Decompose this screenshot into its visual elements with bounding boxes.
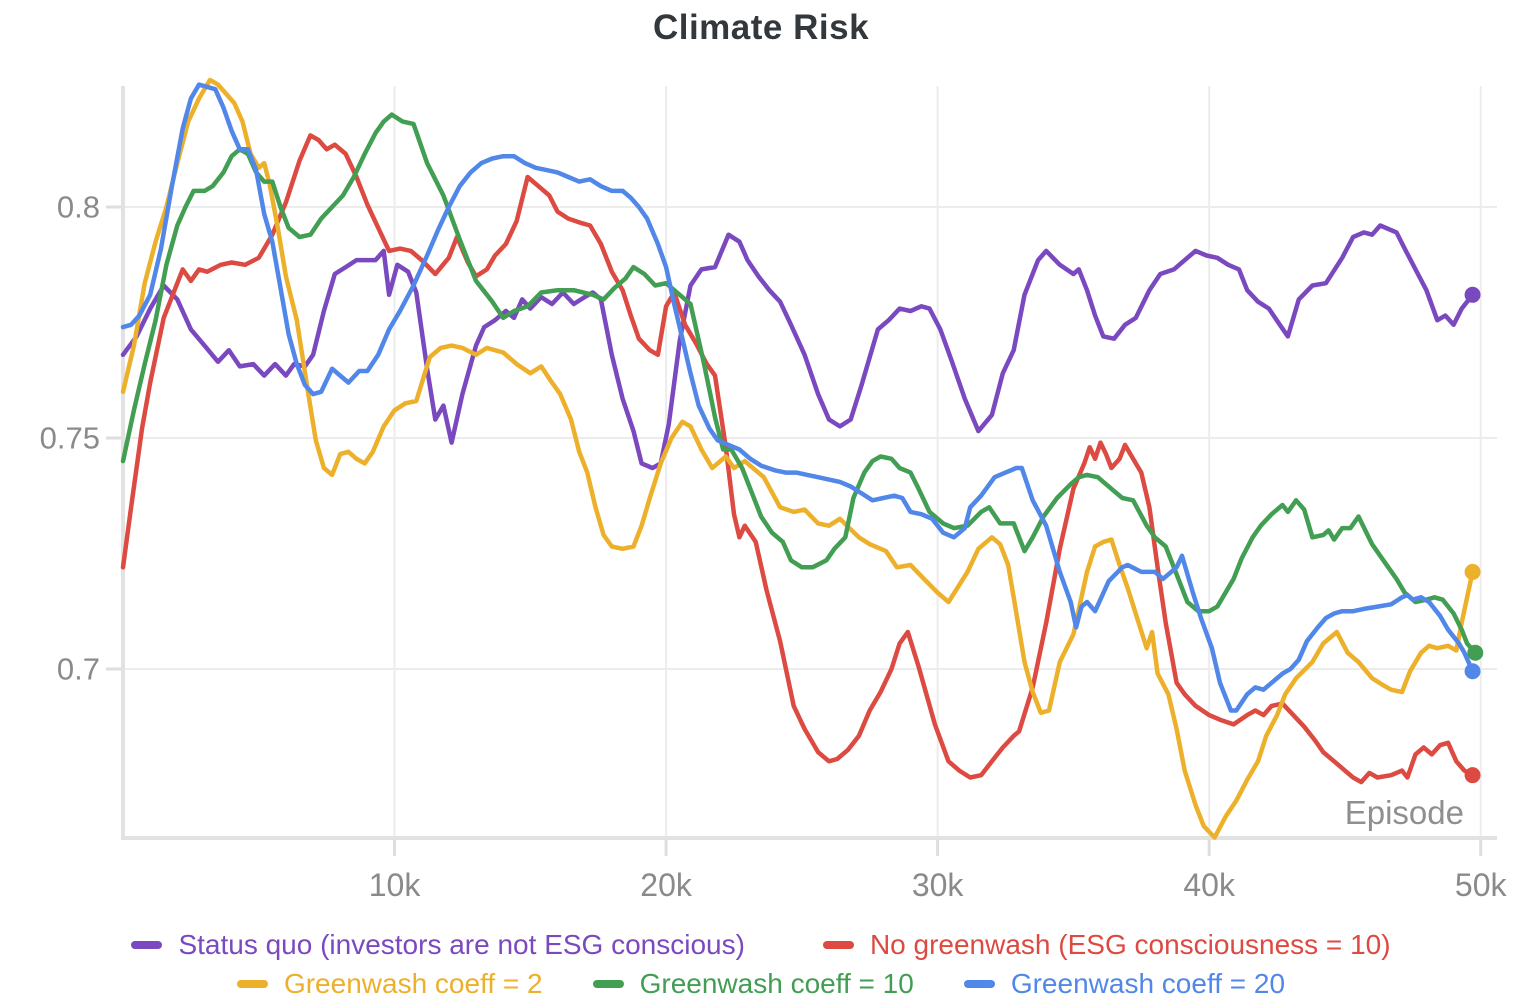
svg-text:10k: 10k — [369, 867, 422, 903]
svg-text:0.8: 0.8 — [57, 190, 100, 225]
series-endpoint-dot[interactable] — [1467, 644, 1484, 661]
legend-row-1: Status quo (investors are not ESG consci… — [0, 929, 1522, 961]
svg-text:0.75: 0.75 — [40, 421, 100, 456]
legend-item-no-greenwash[interactable]: No greenwash (ESG consciousness = 10) — [822, 929, 1391, 961]
series-endpoint-dot[interactable] — [1464, 563, 1481, 580]
legend-item-label: Greenwash coeff = 10 — [639, 968, 914, 999]
chart-canvas[interactable]: 0.8 0.75 0.7 10k 20k 30k 40k 50k Episode — [0, 0, 1522, 908]
legend-item-label: Status quo (investors are not ESG consci… — [178, 929, 745, 960]
legend-row-2: Greenwash coeff = 2 Greenwash coeff = 10… — [0, 968, 1522, 1000]
series-line[interactable] — [120, 82, 1475, 713]
series-line[interactable] — [120, 112, 1478, 656]
legend-dash-icon — [236, 980, 268, 988]
chart-legend: Status quo (investors are not ESG consci… — [0, 929, 1522, 1000]
x-axis-label: Episode — [1345, 794, 1464, 831]
series-endpoint-dot[interactable] — [1464, 767, 1481, 784]
svg-text:40k: 40k — [1183, 867, 1236, 903]
legend-item-status-quo[interactable]: Status quo (investors are not ESG consci… — [131, 929, 745, 961]
series-endpoint-dot[interactable] — [1464, 286, 1481, 303]
svg-text:50k: 50k — [1455, 867, 1508, 903]
legend-dash-icon — [822, 941, 854, 949]
series-line[interactable] — [120, 77, 1475, 840]
legend-item-greenwash-2[interactable]: Greenwash coeff = 2 — [236, 968, 543, 1000]
legend-dash-icon — [131, 941, 163, 949]
legend-item-label: Greenwash coeff = 2 — [283, 968, 543, 999]
svg-text:0.7: 0.7 — [57, 651, 100, 686]
series-line[interactable] — [120, 223, 1475, 471]
series-endpoint-dot[interactable] — [1464, 663, 1481, 680]
legend-dash-icon — [592, 980, 624, 988]
legend-item-label: Greenwash coeff = 20 — [1010, 968, 1286, 999]
svg-text:30k: 30k — [912, 867, 965, 903]
legend-item-label: No greenwash (ESG consciousness = 10) — [869, 929, 1391, 960]
legend-item-greenwash-20[interactable]: Greenwash coeff = 20 — [963, 968, 1286, 1000]
legend-dash-icon — [963, 980, 995, 988]
chart-title: Climate Risk — [652, 8, 870, 47]
series-line[interactable] — [120, 133, 1475, 785]
legend-item-greenwash-10[interactable]: Greenwash coeff = 10 — [592, 968, 914, 1000]
svg-text:20k: 20k — [640, 867, 693, 903]
